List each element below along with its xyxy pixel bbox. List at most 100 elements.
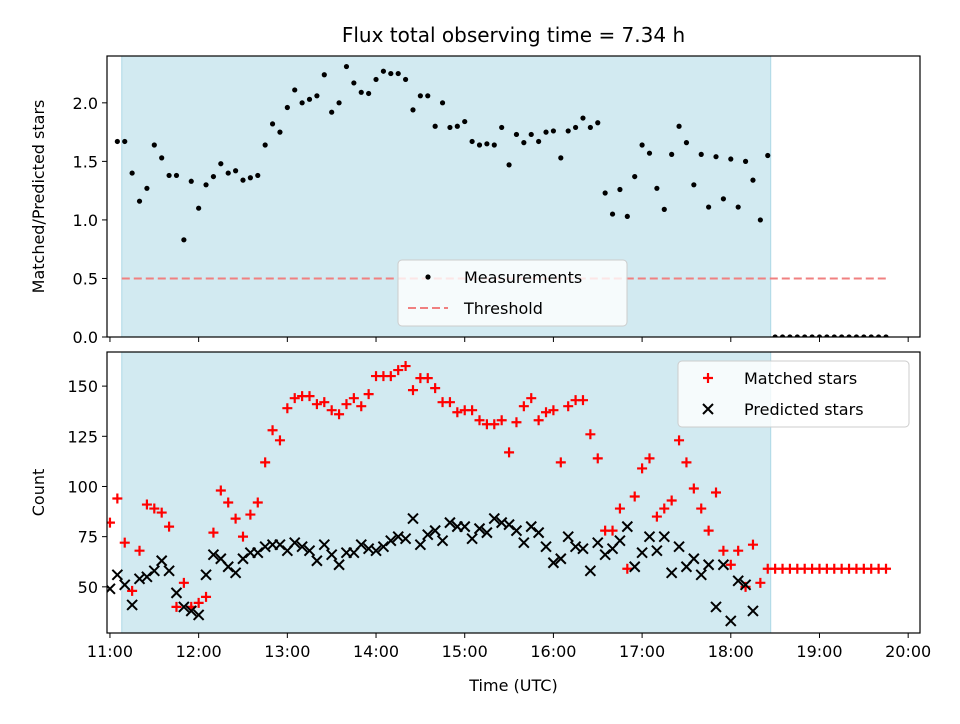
- measurement-point: [380, 68, 387, 74]
- predicted-star-point: [459, 520, 471, 533]
- matched-star-point: [614, 503, 625, 514]
- predicted-star-point: [562, 530, 574, 543]
- x-tick-label: 19:00: [796, 642, 842, 661]
- matched-star-point: [164, 521, 175, 532]
- count-panel: 50 75 100 125 150 Count 11:00 12:00 13:00 14:00 15…: [29, 351, 931, 661]
- predicted-star-point: [481, 526, 493, 539]
- measurement-point: [425, 93, 431, 99]
- predicted-star-point: [200, 569, 212, 581]
- matched-star-point: [659, 503, 670, 514]
- matched-star-point: [881, 563, 892, 574]
- matched-star-point: [156, 507, 167, 518]
- predicted-star-point: [148, 565, 161, 577]
- predicted-star-point: [643, 530, 656, 543]
- predicted-star-point: [510, 524, 523, 537]
- predicted-star-point: [155, 555, 168, 567]
- measurement-point: [306, 96, 313, 102]
- matched-star-point: [223, 497, 234, 508]
- legend-predicted-swatch: [702, 403, 714, 415]
- predicted-star-point: [414, 538, 427, 551]
- matched-star-point: [215, 485, 226, 496]
- predicted-star-point: [422, 528, 434, 541]
- measurement-point: [462, 118, 468, 125]
- measurement-point: [521, 140, 527, 146]
- matched-star-point: [681, 457, 692, 468]
- matched-star-point: [341, 399, 352, 410]
- matched-star-point: [407, 385, 418, 396]
- matched-star-point: [703, 525, 714, 536]
- matched-star-point: [134, 545, 145, 556]
- measurement-point: [196, 205, 202, 211]
- measurement-point: [691, 182, 697, 188]
- measurement-point: [122, 138, 128, 145]
- measurement-point: [166, 172, 172, 179]
- matched-star-point: [274, 435, 285, 446]
- y-tick-label: 1.5: [73, 152, 98, 171]
- measurement-point: [772, 334, 778, 337]
- measurement-point: [269, 121, 276, 127]
- predicted-star-point: [725, 615, 737, 627]
- predicted-star-point: [107, 583, 116, 595]
- measurement-point: [499, 124, 505, 131]
- matched-star-point: [245, 509, 256, 520]
- predicted-star-point: [296, 540, 308, 553]
- matched-star-point: [711, 487, 722, 498]
- matched-star-point: [149, 503, 160, 514]
- measurement-point: [314, 93, 320, 99]
- measurement-point: [536, 138, 542, 145]
- predicted-star-point: [436, 534, 449, 547]
- measurement-point: [831, 334, 837, 337]
- predicted-star-point: [688, 553, 700, 565]
- predicted-star-point: [303, 544, 316, 557]
- legend-measurement-swatch: [425, 274, 431, 280]
- measurement-point: [432, 123, 438, 129]
- measurement-point: [683, 140, 690, 146]
- predicted-star-point: [289, 536, 301, 549]
- measurement-point: [558, 155, 564, 161]
- measurement-point: [794, 334, 800, 337]
- measurement-point: [159, 155, 165, 161]
- matched-star-point: [592, 453, 603, 464]
- predicted-star-point: [444, 516, 456, 529]
- measurement-point: [506, 162, 512, 168]
- matched-star-point: [311, 399, 322, 410]
- measurement-point: [373, 76, 379, 83]
- measurement-point: [218, 161, 224, 167]
- y-tick-label: 1.0: [73, 211, 98, 230]
- matched-star-point: [193, 597, 204, 608]
- predicted-star-point: [673, 540, 685, 553]
- measurement-point: [602, 190, 608, 196]
- x-tick-label: 12:00: [176, 642, 222, 661]
- measurement-point: [151, 142, 157, 148]
- matched-star-point: [452, 407, 463, 418]
- matched-star-point: [526, 393, 537, 404]
- predicted-star-point: [658, 530, 670, 543]
- y-tick-label: 0.5: [73, 269, 98, 288]
- matched-star-point: [326, 405, 337, 416]
- predicted-star-point: [739, 579, 752, 591]
- predicted-star-point: [732, 575, 744, 587]
- matched-star-point: [430, 383, 441, 394]
- measurement-point: [713, 154, 719, 160]
- measurement-point: [861, 334, 867, 337]
- y-axis-label: Count: [29, 469, 48, 517]
- matched-star-point: [393, 365, 404, 376]
- matched-star-point: [622, 563, 633, 574]
- measurement-point: [543, 129, 549, 135]
- matched-star-point: [474, 415, 485, 426]
- matched-star-point: [385, 371, 396, 382]
- measurement-point: [802, 334, 808, 337]
- predicted-star-point: [629, 561, 641, 573]
- matched-star-point: [533, 415, 544, 426]
- measurement-point: [876, 334, 882, 337]
- predicted-star-point: [577, 542, 589, 555]
- y-tick-label: 0.0: [73, 328, 98, 347]
- matched-star-point: [282, 403, 293, 414]
- y-tick-label: 75: [78, 528, 98, 547]
- legend: Matched stars Predicted stars: [677, 360, 910, 428]
- measurement-point: [824, 334, 830, 337]
- x-tick-label: 11:00: [87, 642, 133, 661]
- measurement-point: [698, 151, 704, 157]
- matched-star-point: [230, 513, 241, 524]
- measurement-point: [114, 138, 120, 145]
